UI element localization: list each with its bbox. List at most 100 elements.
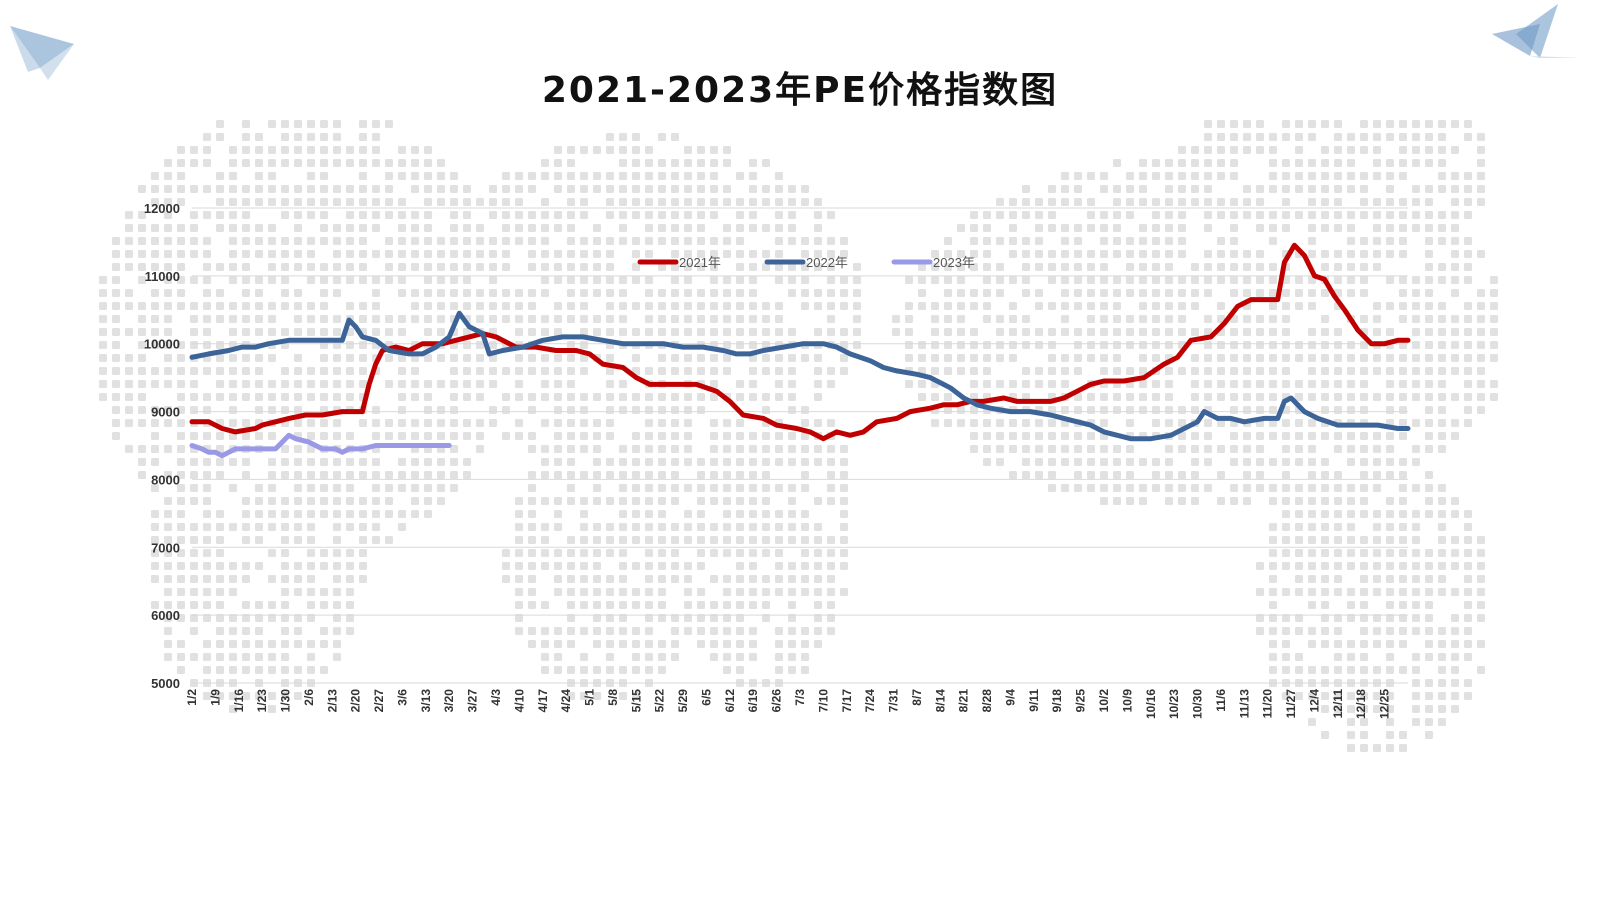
map-dot xyxy=(632,133,640,141)
map-dot xyxy=(385,276,393,284)
map-dot xyxy=(710,445,718,453)
map-dot xyxy=(1178,497,1186,505)
map-dot xyxy=(1282,341,1290,349)
map-dot xyxy=(658,601,666,609)
map-dot xyxy=(398,380,406,388)
map-dot xyxy=(1282,380,1290,388)
map-dot xyxy=(1360,510,1368,518)
map-dot xyxy=(1191,354,1199,362)
map-dot xyxy=(1061,172,1069,180)
map-dot xyxy=(632,354,640,362)
map-dot xyxy=(216,120,224,128)
map-dot xyxy=(840,458,848,466)
map-dot xyxy=(255,237,263,245)
map-dot xyxy=(398,146,406,154)
map-dot xyxy=(554,185,562,193)
map-dot xyxy=(1113,159,1121,167)
map-dot xyxy=(684,601,692,609)
map-dot xyxy=(1321,575,1329,583)
map-dot xyxy=(1256,562,1264,570)
map-dot xyxy=(372,185,380,193)
map-dot xyxy=(385,263,393,271)
x-tick-label: 7/17 xyxy=(840,689,854,713)
map-dot xyxy=(1412,510,1420,518)
map-dot xyxy=(1165,211,1173,219)
map-dot xyxy=(359,185,367,193)
map-dot xyxy=(1191,445,1199,453)
map-dot xyxy=(944,315,952,323)
map-dot xyxy=(1334,692,1342,700)
map-dot xyxy=(385,159,393,167)
map-dot xyxy=(957,354,965,362)
map-dot xyxy=(502,315,510,323)
map-dot xyxy=(372,146,380,154)
map-dot xyxy=(1334,250,1342,258)
map-dot xyxy=(1230,133,1238,141)
map-dot xyxy=(268,237,276,245)
map-dot xyxy=(658,458,666,466)
map-dot xyxy=(762,432,770,440)
map-dot xyxy=(619,172,627,180)
map-dot xyxy=(294,185,302,193)
map-dot xyxy=(1360,341,1368,349)
map-dot xyxy=(1022,185,1030,193)
map-dot xyxy=(307,211,315,219)
map-dot xyxy=(515,575,523,583)
map-dot xyxy=(1113,250,1121,258)
map-dot xyxy=(385,198,393,206)
map-dot xyxy=(1165,406,1173,414)
map-dot xyxy=(814,445,822,453)
map-dot xyxy=(1256,380,1264,388)
map-dot xyxy=(853,263,861,271)
map-dot xyxy=(424,198,432,206)
map-dot xyxy=(1243,263,1251,271)
map-dot xyxy=(125,380,133,388)
map-dot xyxy=(697,614,705,622)
map-dot xyxy=(1269,302,1277,310)
map-dot xyxy=(1165,458,1173,466)
map-dot xyxy=(619,562,627,570)
map-dot xyxy=(476,354,484,362)
map-dot xyxy=(567,627,575,635)
map-dot xyxy=(1178,432,1186,440)
map-dot xyxy=(775,536,783,544)
map-dot xyxy=(411,432,419,440)
map-dot xyxy=(827,250,835,258)
map-dot xyxy=(1256,458,1264,466)
map-dot xyxy=(1308,692,1316,700)
map-dot xyxy=(996,276,1004,284)
map-dot xyxy=(281,692,289,700)
map-dot xyxy=(1269,328,1277,336)
map-dot xyxy=(1100,302,1108,310)
map-dot xyxy=(203,250,211,258)
map-dot xyxy=(1334,159,1342,167)
map-dot xyxy=(749,497,757,505)
map-dot xyxy=(1373,432,1381,440)
map-dot xyxy=(1035,341,1043,349)
map-dot xyxy=(1412,289,1420,297)
map-dot xyxy=(281,536,289,544)
map-dot xyxy=(1373,237,1381,245)
map-dot xyxy=(736,627,744,635)
map-dot xyxy=(1139,380,1147,388)
map-dot xyxy=(489,367,497,375)
map-dot xyxy=(255,380,263,388)
map-dot xyxy=(1464,211,1472,219)
world-map-dots-background xyxy=(99,120,1498,752)
map-dot xyxy=(1152,458,1160,466)
map-dot xyxy=(1022,445,1030,453)
map-dot xyxy=(749,432,757,440)
map-dot xyxy=(1022,250,1030,258)
map-dot xyxy=(710,289,718,297)
y-tick-label: 11000 xyxy=(145,269,180,284)
map-dot xyxy=(1451,354,1459,362)
map-dot xyxy=(177,445,185,453)
map-dot xyxy=(697,471,705,479)
x-tick-label: 1/30 xyxy=(279,689,293,713)
map-dot xyxy=(242,640,250,648)
map-dot xyxy=(1256,627,1264,635)
map-dot xyxy=(710,484,718,492)
map-dot xyxy=(1373,744,1381,752)
map-dot xyxy=(437,497,445,505)
map-dot xyxy=(723,653,731,661)
